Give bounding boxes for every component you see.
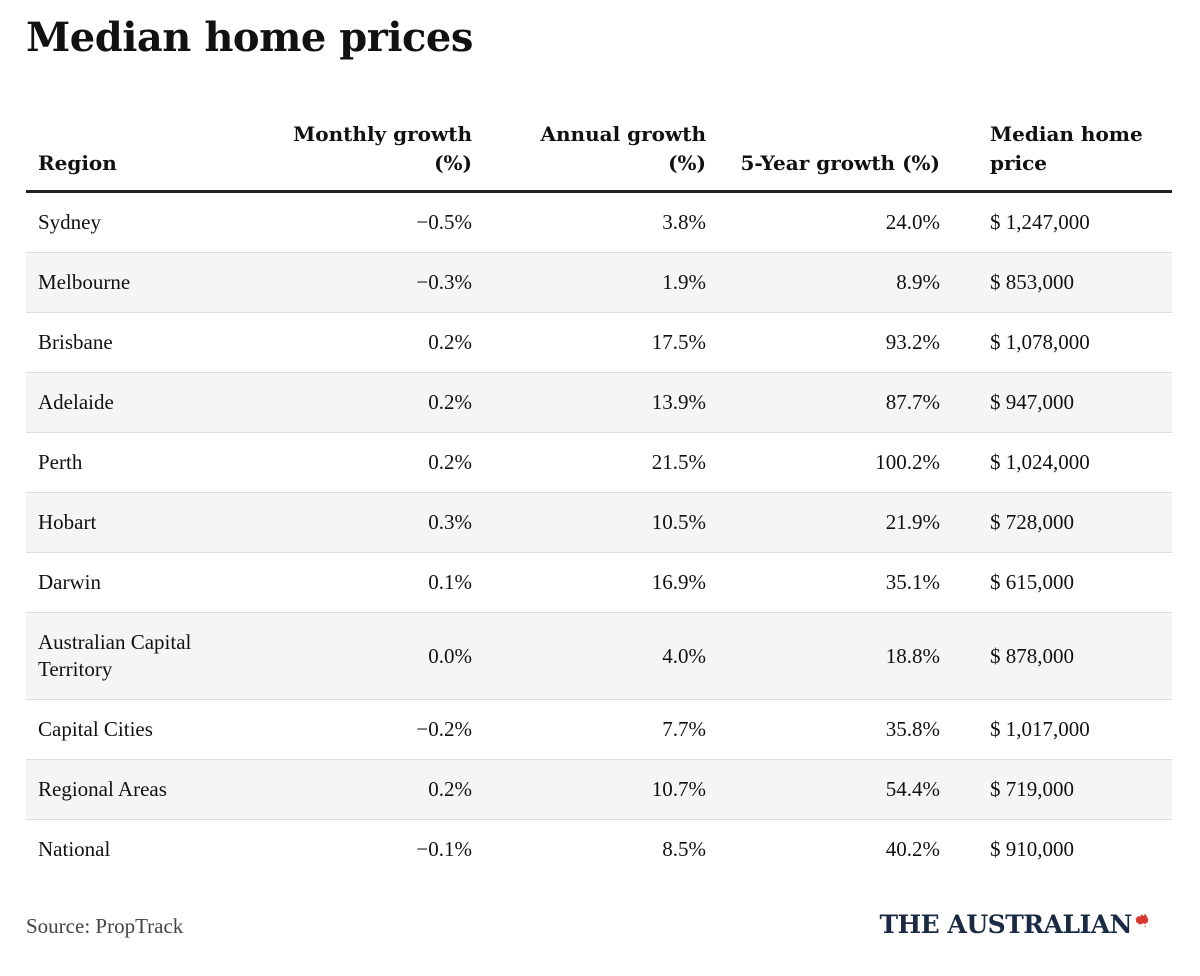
table-row: Regional Areas 0.2% 10.7% 54.4% $ 719,000 bbox=[26, 759, 1172, 820]
cell-region: National bbox=[38, 837, 111, 861]
cell-region: Darwin bbox=[26, 552, 250, 613]
table-row: Sydney −0.5% 3.8% 24.0% $ 1,247,000 bbox=[26, 191, 1172, 253]
cell-region: Regional Areas bbox=[26, 759, 250, 820]
cell-five-year-growth: 8.9% bbox=[718, 252, 952, 313]
cell-five-year-growth: 100.2% bbox=[718, 432, 952, 493]
cell-monthly-growth: 0.1% bbox=[250, 552, 484, 613]
cell-region: Perth bbox=[26, 432, 250, 493]
cell-region: Capital Cities bbox=[26, 699, 250, 760]
cell-annual-growth: 21.5% bbox=[484, 432, 718, 493]
cell-five-year-growth: 87.7% bbox=[718, 372, 952, 433]
cell-annual-growth: 13.9% bbox=[484, 372, 718, 433]
table-body: Sydney −0.5% 3.8% 24.0% $ 1,247,000 Melbourne… bbox=[26, 191, 1172, 880]
cell-median-price: $ 728,000 bbox=[952, 492, 1172, 553]
cell-annual-growth: 8.5% bbox=[662, 837, 706, 861]
cell-five-year-growth: 54.4% bbox=[718, 759, 952, 820]
cell-median-price: $ 1,247,000 bbox=[952, 191, 1172, 253]
cell-annual-growth: 3.8% bbox=[484, 191, 718, 253]
cell-annual-growth: 10.7% bbox=[484, 759, 718, 820]
cell-monthly-growth: 0.2% bbox=[250, 372, 484, 433]
table-row: Hobart 0.3% 10.5% 21.9% $ 728,000 bbox=[26, 492, 1172, 553]
header-median-price[interactable]: Median home price bbox=[952, 110, 1172, 193]
table-header: Region Monthly growth (%) Annual growth … bbox=[26, 110, 1172, 193]
header-monthly-growth[interactable]: Monthly growth (%) bbox=[250, 110, 484, 193]
cell-region: Sydney bbox=[26, 191, 250, 253]
table-row: Brisbane 0.2% 17.5% 93.2% $ 1,078,000 bbox=[26, 312, 1172, 373]
cell-monthly-growth: −0.5% bbox=[250, 191, 484, 253]
cell-annual-growth: 10.5% bbox=[484, 492, 718, 553]
header-row: Region Monthly growth (%) Annual growth … bbox=[26, 110, 1172, 193]
table-row: Melbourne −0.3% 1.9% 8.9% $ 853,000 bbox=[26, 252, 1172, 313]
cell-five-year-growth: 35.8% bbox=[718, 699, 952, 760]
cell-region: Hobart bbox=[26, 492, 250, 553]
cell-region: Australian Capital Territory bbox=[26, 612, 250, 700]
brand-logo: THE AUSTRALIAN bbox=[879, 910, 1150, 939]
cell-annual-growth: 7.7% bbox=[484, 699, 718, 760]
table-row: Capital Cities −0.2% 7.7% 35.8% $ 1,017,000 bbox=[26, 699, 1172, 760]
table-row: Australian Capital Territory 0.0% 4.0% 18.8… bbox=[26, 612, 1172, 700]
cell-five-year-growth: 18.8% bbox=[718, 612, 952, 700]
cell-monthly-growth: −0.3% bbox=[250, 252, 484, 313]
cell-annual-growth: 16.9% bbox=[484, 552, 718, 613]
cell-monthly-growth: −0.1% bbox=[416, 837, 472, 861]
australia-map-icon bbox=[1135, 913, 1149, 928]
cell-median-price: $ 1,024,000 bbox=[952, 432, 1172, 493]
cell-median-price: $ 1,078,000 bbox=[952, 312, 1172, 373]
table-row: Darwin 0.1% 16.9% 35.1% $ 615,000 bbox=[26, 552, 1172, 613]
header-annual-growth[interactable]: Annual growth (%) bbox=[484, 110, 718, 193]
cell-median-price: $ 1,017,000 bbox=[952, 699, 1172, 760]
cell-five-year-growth: 93.2% bbox=[718, 312, 952, 373]
table-row: Perth 0.2% 21.5% 100.2% $ 1,024,000 bbox=[26, 432, 1172, 493]
cell-monthly-growth: −0.2% bbox=[250, 699, 484, 760]
cell-region: Brisbane bbox=[26, 312, 250, 373]
cell-five-year-growth: 40.2% bbox=[885, 837, 940, 861]
table-row: National −0.1% 8.5% 40.2% $ 910,000 bbox=[26, 820, 1172, 880]
cell-median-price: $ 719,000 bbox=[952, 759, 1172, 820]
cell-monthly-growth: 0.2% bbox=[250, 432, 484, 493]
cell-median-price: $ 878,000 bbox=[952, 612, 1172, 700]
table-row: Adelaide 0.2% 13.9% 87.7% $ 947,000 bbox=[26, 372, 1172, 433]
cell-five-year-growth: 35.1% bbox=[718, 552, 952, 613]
cell-region: Melbourne bbox=[26, 252, 250, 313]
median-prices-table: Region Monthly growth (%) Annual growth … bbox=[26, 110, 1172, 879]
cell-annual-growth: 17.5% bbox=[484, 312, 718, 373]
header-region[interactable]: Region bbox=[26, 110, 250, 193]
cell-monthly-growth: 0.2% bbox=[250, 312, 484, 373]
cell-five-year-growth: 24.0% bbox=[718, 191, 952, 253]
brand-wordmark: THE AUSTRALIAN bbox=[879, 910, 1132, 939]
cell-monthly-growth: 0.3% bbox=[250, 492, 484, 553]
header-five-year-growth[interactable]: 5-Year growth (%) bbox=[718, 110, 952, 193]
cell-annual-growth: 1.9% bbox=[484, 252, 718, 313]
cell-median-price: $ 853,000 bbox=[952, 252, 1172, 313]
cell-monthly-growth: 0.2% bbox=[250, 759, 484, 820]
cell-median-price: $ 910,000 bbox=[990, 837, 1074, 861]
source-note: Source: PropTrack bbox=[26, 914, 184, 938]
cell-five-year-growth: 21.9% bbox=[718, 492, 952, 553]
cell-annual-growth: 4.0% bbox=[484, 612, 718, 700]
cell-monthly-growth: 0.0% bbox=[250, 612, 484, 700]
cell-median-price: $ 947,000 bbox=[952, 372, 1172, 433]
cell-median-price: $ 615,000 bbox=[952, 552, 1172, 613]
cell-region: Adelaide bbox=[26, 372, 250, 433]
page-title: Median home prices bbox=[26, 14, 473, 61]
